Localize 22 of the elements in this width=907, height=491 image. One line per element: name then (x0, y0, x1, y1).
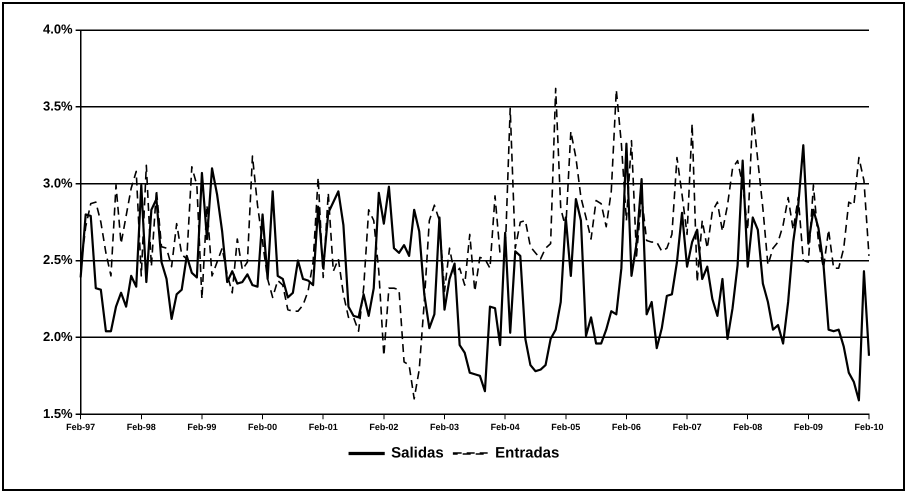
y-tick-label: 2.5% (42, 252, 74, 268)
x-tick-label: Feb-98 (126, 422, 156, 432)
y-tick-label: 2.0% (42, 328, 74, 344)
x-tick-label: Feb-04 (490, 422, 520, 432)
y-tick-label: 3.0% (42, 175, 74, 190)
x-tick-label: Feb-09 (794, 422, 823, 432)
y-tick-label: 4.0% (42, 22, 74, 37)
legend-label: Salidas (391, 444, 444, 462)
x-tick-label: Feb-03 (430, 422, 459, 432)
x-tick-label: Feb-05 (551, 422, 580, 432)
x-tick-label: Feb-99 (187, 422, 216, 432)
y-tick-label: 3.5% (42, 98, 74, 114)
x-tick-label: Feb-08 (733, 422, 762, 432)
y-tick-label: 1.5% (42, 406, 74, 421)
x-tick-label: Feb-02 (369, 422, 398, 432)
x-tick-label: Feb-07 (672, 422, 702, 432)
x-tick-label: Feb-06 (612, 422, 641, 432)
x-tick-label: Feb-01 (308, 422, 338, 432)
legend-label: Entradas (495, 444, 560, 462)
x-tick-label: Feb-10 (854, 422, 884, 432)
x-tick-label: Feb-97 (66, 422, 96, 432)
x-tick-label: Feb-00 (248, 422, 278, 432)
